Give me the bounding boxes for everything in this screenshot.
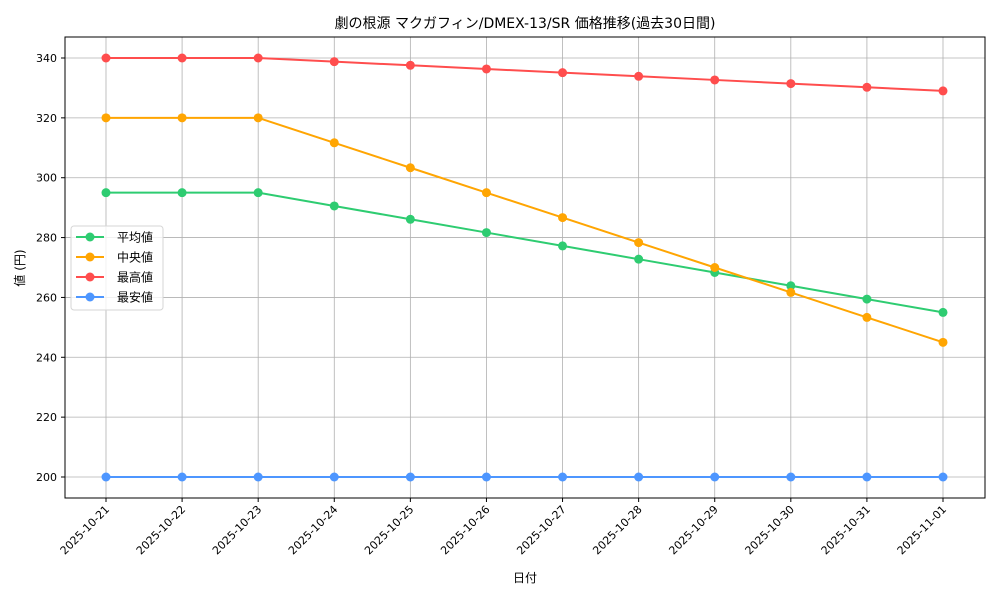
- x-tick-label: 2025-10-31: [819, 503, 873, 557]
- data-point-marker: [253, 113, 263, 123]
- x-axis-ticks: 2025-10-21 2025-10-22 2025-10-23 2025-10-24…: [58, 498, 949, 557]
- data-point-marker: [101, 53, 111, 63]
- data-point-marker: [481, 188, 491, 198]
- y-tick-label: 340: [36, 52, 57, 65]
- data-point-marker: [481, 228, 491, 238]
- plot-area-frame: [64, 36, 986, 499]
- x-tick-label: 2025-10-27: [514, 503, 568, 557]
- data-point-marker: [634, 254, 644, 264]
- data-point-marker: [177, 188, 187, 198]
- data-point-marker: [862, 82, 872, 92]
- x-tick-label: 2025-10-30: [743, 503, 797, 557]
- y-tick-label: 220: [36, 411, 57, 424]
- data-point-marker: [101, 472, 111, 482]
- data-point-marker: [634, 71, 644, 81]
- data-point-marker: [177, 53, 187, 63]
- legend-item: 中央値: [76, 250, 153, 265]
- series-0: [101, 188, 948, 317]
- x-tick-label: 2025-10-24: [286, 503, 340, 557]
- x-tick-label: 2025-10-29: [666, 503, 720, 557]
- legend-label: 中央値: [117, 250, 153, 265]
- series-3: [101, 472, 948, 482]
- data-point-marker: [177, 113, 187, 123]
- data-point-marker: [481, 472, 491, 482]
- data-point-marker: [558, 241, 568, 251]
- data-point-marker: [938, 472, 948, 482]
- legend-marker-icon: [85, 272, 95, 282]
- data-point-marker: [786, 472, 796, 482]
- legend-marker-icon: [85, 292, 95, 302]
- x-tick-label: 2025-10-26: [438, 503, 492, 557]
- y-tick-label: 280: [36, 232, 57, 245]
- y-axis-label: 値 (円): [12, 249, 27, 286]
- data-point-marker: [329, 472, 339, 482]
- y-tick-label: 200: [36, 471, 57, 484]
- data-point-marker: [862, 472, 872, 482]
- legend-label: 最高値: [117, 270, 153, 285]
- series-1: [101, 113, 948, 347]
- data-point-marker: [558, 472, 568, 482]
- data-point-marker: [634, 472, 644, 482]
- data-point-marker: [710, 263, 720, 272]
- data-point-marker: [481, 64, 491, 74]
- legend-box: [70, 225, 164, 311]
- legend-item: 平均値: [76, 230, 153, 245]
- legend-marker-icon: [85, 252, 95, 262]
- y-tick-label: 240: [36, 351, 57, 364]
- data-point-marker: [862, 312, 872, 322]
- data-point-marker: [329, 201, 339, 211]
- chart-title: 劇の根源 マクガフィン/DMEX-13/SR 価格推移(過去30日間): [335, 16, 716, 32]
- legend-label: 平均値: [117, 230, 153, 245]
- data-point-marker: [253, 188, 263, 198]
- series-line: [106, 57, 944, 92]
- x-tick-label: 2025-10-28: [590, 503, 644, 557]
- data-point-marker: [786, 287, 796, 297]
- legend-label: 最安値: [117, 290, 153, 305]
- data-series: [101, 53, 948, 482]
- data-point-marker: [405, 214, 415, 224]
- data-point-marker: [558, 213, 568, 223]
- data-point-marker: [253, 472, 263, 482]
- data-point-marker: [558, 68, 568, 78]
- data-point-marker: [710, 75, 720, 85]
- data-point-marker: [177, 472, 187, 482]
- data-point-marker: [786, 281, 796, 291]
- data-point-marker: [938, 86, 948, 96]
- y-tick-label: 260: [36, 291, 57, 304]
- data-point-marker: [634, 238, 644, 248]
- data-point-marker: [405, 60, 415, 70]
- data-point-marker: [329, 138, 339, 148]
- x-tick-label: 2025-10-23: [210, 503, 264, 557]
- series-line: [106, 191, 944, 314]
- data-point-marker: [253, 53, 263, 63]
- legend-item: 最高値: [76, 270, 153, 285]
- legend-marker-icon: [85, 232, 95, 242]
- data-point-marker: [405, 472, 415, 482]
- data-point-marker: [329, 57, 339, 67]
- x-tick-label: 2025-11-01: [895, 503, 949, 557]
- data-point-marker: [938, 307, 948, 317]
- x-tick-label: 2025-10-25: [362, 503, 416, 557]
- y-tick-label: 320: [36, 112, 57, 125]
- x-tick-label: 2025-10-21: [58, 503, 112, 557]
- legend-item: 最安値: [76, 290, 153, 305]
- series-line: [106, 116, 944, 344]
- data-point-marker: [786, 79, 796, 89]
- data-point-marker: [101, 188, 111, 198]
- grid-lines: [65, 37, 985, 498]
- series-2: [101, 53, 948, 96]
- data-point-marker: [101, 113, 111, 123]
- y-axis-ticks: 200 220 240 260 280 300 320 340: [36, 52, 65, 484]
- data-point-marker: [710, 472, 720, 482]
- y-tick-label: 300: [36, 172, 57, 185]
- data-point-marker: [862, 294, 872, 304]
- x-tick-label: 2025-10-22: [134, 503, 188, 557]
- data-point-marker: [938, 337, 948, 347]
- x-axis-label: 日付: [513, 571, 537, 585]
- data-point-marker: [405, 163, 415, 173]
